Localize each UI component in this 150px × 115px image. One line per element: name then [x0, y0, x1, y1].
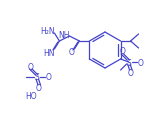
Text: S: S — [35, 73, 39, 82]
Text: O: O — [138, 58, 144, 67]
Text: H₂N: H₂N — [40, 26, 55, 35]
Text: O: O — [68, 48, 74, 57]
Text: HN: HN — [44, 49, 55, 58]
Text: O: O — [46, 73, 52, 82]
Text: O: O — [36, 84, 42, 93]
Text: O: O — [120, 47, 126, 56]
Text: O: O — [28, 62, 34, 71]
Text: S: S — [126, 58, 131, 67]
Text: NH: NH — [59, 30, 70, 39]
Text: HO: HO — [25, 92, 37, 101]
Text: O: O — [128, 69, 134, 78]
